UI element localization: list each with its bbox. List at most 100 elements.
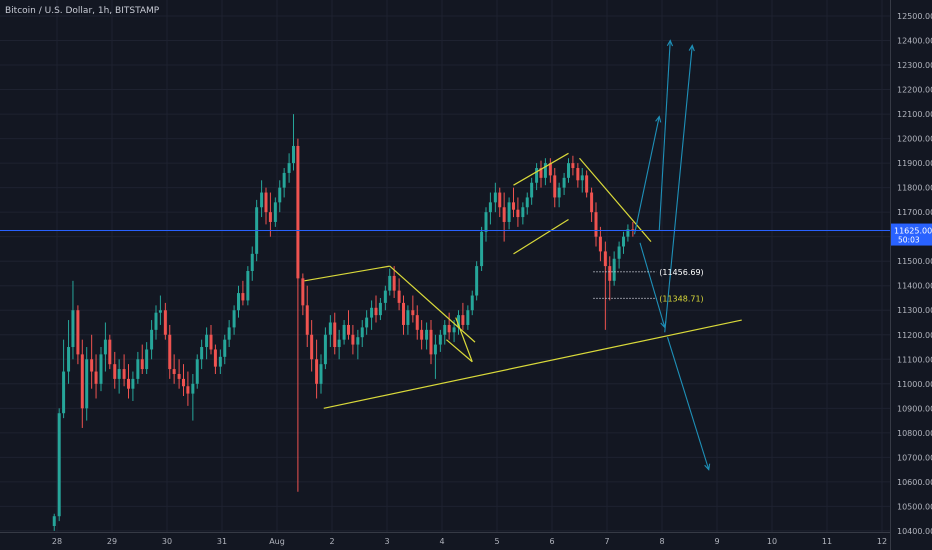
candle-body	[457, 315, 460, 328]
current-price-countdown: 50:03	[898, 236, 920, 245]
candle-body	[347, 324, 350, 335]
x-tick-label: 7	[604, 537, 609, 546]
candle-body	[136, 359, 140, 379]
candle-body	[388, 275, 392, 291]
candle-body	[406, 310, 410, 325]
candle-body	[163, 310, 167, 335]
y-tick-label: 10900.00	[897, 404, 932, 413]
candle-body	[328, 322, 332, 335]
y-tick-label: 10700.00	[897, 453, 932, 462]
candle-body	[227, 327, 231, 340]
trendline	[455, 317, 473, 362]
candle-body	[585, 175, 589, 193]
candle-body	[411, 310, 415, 316]
candle-body	[62, 371, 66, 414]
candle-body	[580, 175, 584, 181]
y-tick-label: 11700.00	[897, 208, 932, 217]
candle-body	[200, 347, 204, 360]
x-tick-label: 4	[439, 537, 444, 546]
candle-body	[250, 253, 254, 272]
candle-body	[356, 337, 360, 345]
projection-arrow	[658, 40, 671, 231]
candle-body	[122, 369, 126, 379]
trendline	[513, 152, 569, 186]
candle-body	[191, 383, 195, 394]
candle-body	[571, 163, 575, 169]
y-tick-label: 11000.00	[897, 380, 932, 389]
candle-body	[103, 339, 107, 355]
candle-body	[576, 168, 580, 181]
x-tick-label: 8	[659, 537, 664, 546]
candle-body	[443, 324, 447, 335]
projection-arrowhead	[666, 39, 674, 47]
current-price-badge	[891, 223, 932, 246]
candle-body	[535, 168, 539, 183]
candle-body	[438, 334, 442, 345]
candle-body	[493, 192, 497, 203]
candle-body	[557, 187, 561, 198]
candle-body	[365, 317, 369, 328]
candle-body	[127, 378, 130, 389]
candle-body	[172, 369, 176, 374]
candle-body	[447, 324, 451, 333]
candle-body	[205, 334, 209, 348]
y-tick-label: 11100.00	[897, 355, 932, 364]
candle-body	[530, 182, 534, 198]
candle-body	[507, 202, 511, 222]
candle-body	[397, 290, 401, 303]
candle-body	[342, 324, 346, 340]
y-tick-label: 11500.00	[897, 257, 932, 266]
candle-body	[195, 359, 199, 384]
chart-title: Bitcoin / U.S. Dollar, 1h, BITSTAMP	[5, 6, 160, 16]
candle-body	[425, 329, 429, 340]
candle-body	[158, 310, 162, 313]
candle-body	[420, 329, 424, 340]
candle-body	[315, 359, 319, 384]
candle-body	[461, 315, 465, 325]
candle-body	[57, 413, 61, 517]
candle-body	[498, 192, 502, 208]
candle-body	[140, 359, 144, 370]
candle-body	[488, 202, 492, 213]
candle-body	[71, 310, 75, 348]
x-tick-label: 31	[217, 537, 227, 546]
projection-arrow	[666, 337, 710, 470]
trendline	[323, 319, 742, 409]
candle-body	[516, 209, 520, 218]
candle-body	[150, 329, 154, 350]
candle-body	[237, 293, 240, 311]
candle-body	[76, 310, 80, 355]
candle-body	[319, 364, 323, 384]
candle-body	[433, 344, 437, 355]
candle-body	[99, 354, 103, 384]
x-tick-label: 29	[107, 537, 117, 546]
candle-body	[475, 266, 479, 296]
y-tick-label: 11300.00	[897, 306, 932, 315]
candle-body	[502, 207, 506, 222]
candle-body	[383, 290, 387, 303]
candle-body	[108, 339, 112, 365]
candle-body	[232, 310, 236, 328]
y-tick-label: 11200.00	[897, 331, 932, 340]
trendline	[579, 157, 652, 242]
y-tick-label: 12300.00	[897, 61, 932, 70]
candle-body	[484, 212, 488, 232]
candle-body	[378, 302, 382, 316]
y-tick-label: 10600.00	[897, 478, 932, 487]
x-tick-label: 30	[162, 537, 172, 546]
candle-body	[168, 334, 172, 370]
candle-body	[603, 251, 607, 267]
candle-body	[52, 516, 56, 527]
candle-body	[590, 192, 594, 213]
candle-body	[608, 266, 612, 281]
candle-body	[402, 302, 405, 325]
y-tick-label: 11900.00	[897, 159, 932, 168]
candle-body	[543, 163, 547, 178]
candle-body	[617, 246, 621, 259]
x-tick-label: 5	[494, 537, 499, 546]
y-tick-label: 11800.00	[897, 184, 932, 193]
y-tick-label: 11400.00	[897, 282, 932, 291]
candle-body	[246, 271, 250, 301]
candle-body	[223, 339, 227, 357]
